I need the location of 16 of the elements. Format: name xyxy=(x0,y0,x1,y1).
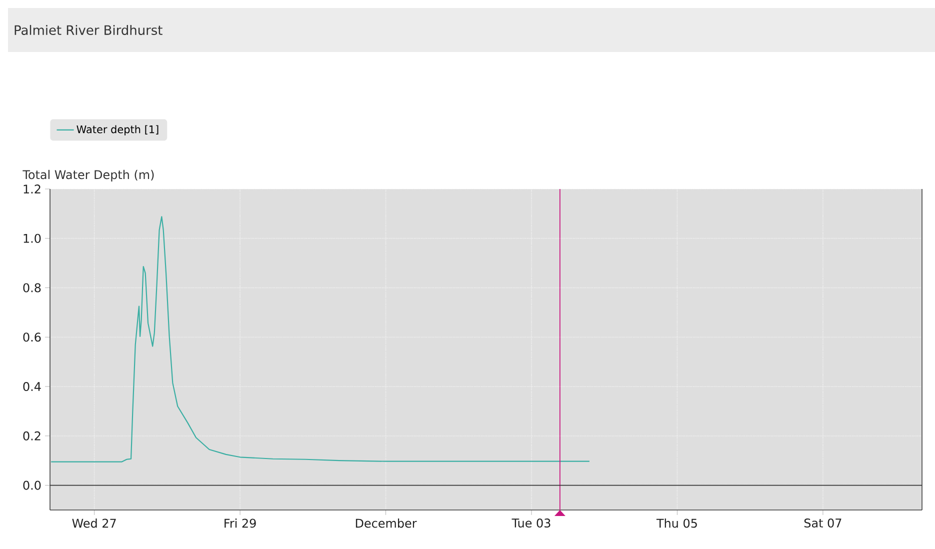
y-axis-title: Total Water Depth (m) xyxy=(22,170,154,182)
y-tick-label: 0.4 xyxy=(23,382,41,392)
x-tick-label: Tue 03 xyxy=(512,518,550,528)
x-tick-label: Wed 27 xyxy=(72,518,116,528)
y-tick-label: 1.2 xyxy=(24,184,40,194)
y-tick-label: 1.0 xyxy=(24,234,41,243)
x-tick-label: Sat 07 xyxy=(804,518,842,528)
y-tick-label: 0.0 xyxy=(23,480,41,490)
x-tick-label: Thu 05 xyxy=(656,518,697,528)
chart-title: Palmiet River Birdhurst xyxy=(14,24,162,36)
legend-label: Water depth [1] xyxy=(76,125,158,136)
y-tick-label: 0.8 xyxy=(23,283,41,292)
x-tick-label: December xyxy=(356,518,417,528)
y-tick-label: 0.6 xyxy=(23,332,41,342)
x-tick-label: Fri 29 xyxy=(224,518,256,528)
y-tick-label: 0.2 xyxy=(23,431,40,440)
